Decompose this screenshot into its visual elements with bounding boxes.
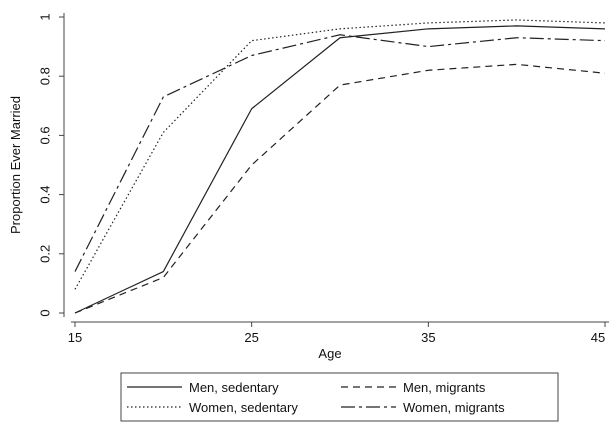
x-tick-label: 45 [591,330,605,345]
legend-label-women-sedentary: Women, sedentary [189,400,298,415]
y-axis-title: Proportion Ever Married [8,96,23,234]
y-tick-label: 1 [37,13,52,20]
y-tick-label: 0.6 [37,126,52,144]
series-line-women-migrants [75,35,605,272]
legend-label-men-migrants: Men, migrants [403,380,486,395]
legend-label-men-sedentary: Men, sedentary [189,380,279,395]
series-line-men-sedentary [75,26,605,313]
x-axis-title: Age [318,346,341,361]
axes: 0 0.2 0.4 0.6 0.8 1 15 25 35 45 [37,13,609,345]
series-lines [75,20,605,313]
x-tick-label: 25 [244,330,258,345]
series-line-women-sedentary [75,20,605,289]
y-tick-label: 0.4 [37,186,52,204]
y-tick-label: 0 [37,309,52,316]
y-tick-label: 0.2 [37,245,52,263]
x-tick-label: 35 [421,330,435,345]
x-tick-label: 15 [68,330,82,345]
legend: Men, sedentary Men, migrants Women, sedent… [121,373,558,421]
y-tick-label: 0.8 [37,67,52,85]
legend-label-women-migrants: Women, migrants [403,400,505,415]
